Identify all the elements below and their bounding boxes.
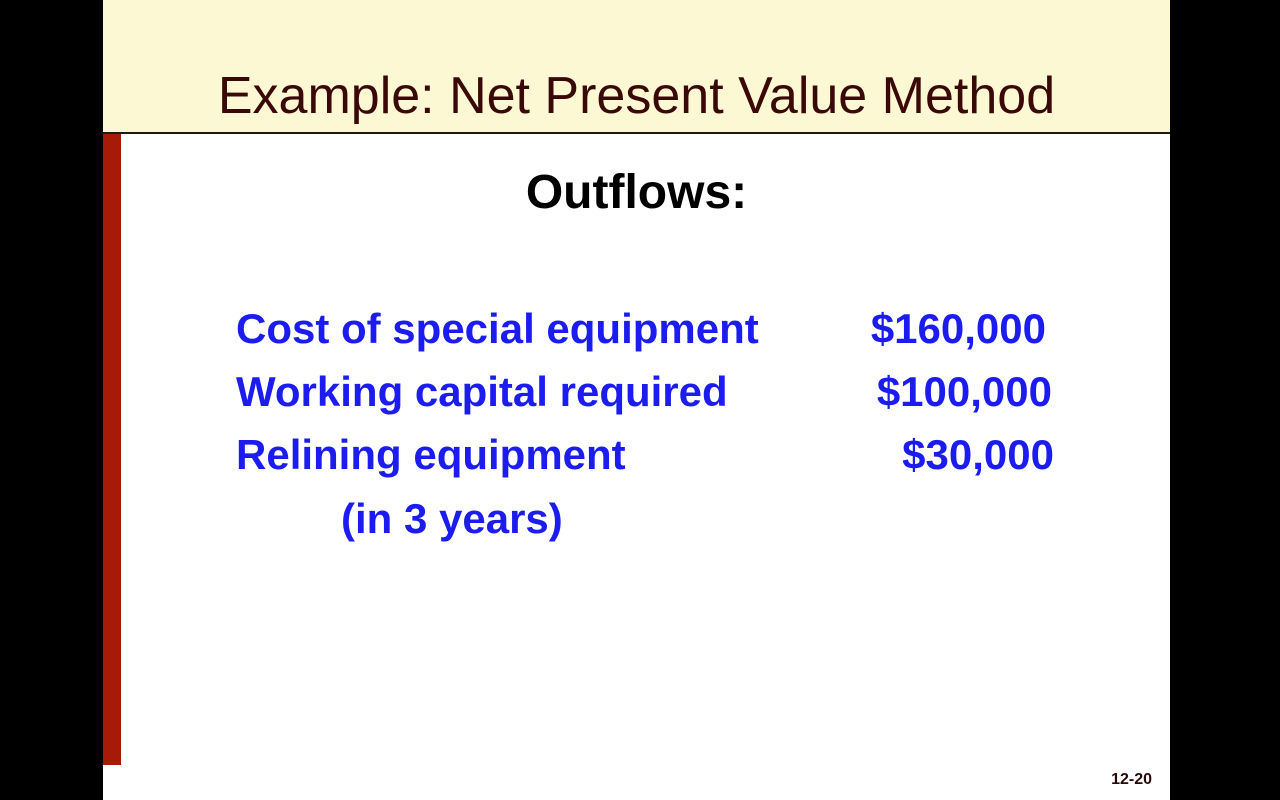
page-number: 12-20 [1111,771,1152,788]
slide-subtitle: Outflows: [525,166,748,219]
item-amount: $30,000 [902,431,1054,478]
accent-bar [103,134,121,765]
item-label: Relining equipment [236,431,626,478]
item-label: Cost of special equipment [236,305,759,352]
slide-header: Example: Net Present Value Method [103,0,1170,134]
item-amount: $100,000 [876,368,1052,415]
item-amount: $160,000 [870,305,1046,352]
item-note: (in 3 years) [341,495,563,542]
slide: Example: Net Present Value Method Outflo… [103,0,1170,800]
slide-title: Example: Net Present Value Method [217,67,1056,125]
item-label: Working capital required [236,368,728,415]
